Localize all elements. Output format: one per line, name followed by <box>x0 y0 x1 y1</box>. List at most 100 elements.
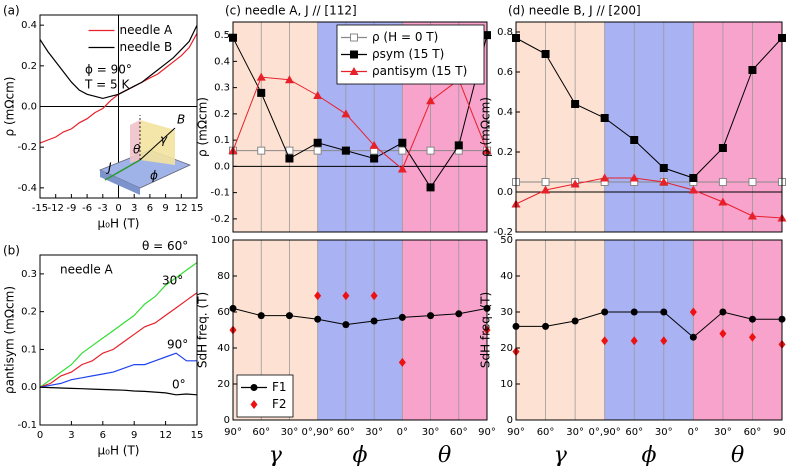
y-tick-label: 40 <box>500 271 513 282</box>
legend-label: F1 <box>272 380 287 394</box>
plot-frame <box>515 21 783 233</box>
y-tick-label: 0.0 <box>214 161 230 172</box>
marker <box>370 291 378 301</box>
x-tick-label: 9 <box>162 203 168 214</box>
y-tick-label: 0.2 <box>21 307 37 318</box>
series-line <box>39 292 198 388</box>
y-tick-label: 0.5 <box>214 30 230 41</box>
legend-label: needle B <box>120 40 173 54</box>
marker <box>600 173 610 182</box>
annotation: T = 5 K <box>84 78 130 92</box>
inset-diagram <box>98 115 192 195</box>
marker <box>314 315 322 323</box>
series-line <box>39 24 198 100</box>
marker <box>341 146 350 155</box>
inset-label: B <box>177 113 185 127</box>
series-label: θ = 60° <box>142 239 188 253</box>
panel-label: (b) <box>3 244 20 258</box>
series-line <box>39 262 198 388</box>
y-tick-label: -0.4 <box>17 183 37 194</box>
x-tick-label: 6 <box>100 430 106 441</box>
y-tick-label: -0.1 <box>210 188 230 199</box>
marker <box>689 333 697 341</box>
marker <box>285 312 293 320</box>
marker <box>341 109 351 118</box>
x-tick-label: -3 <box>98 203 108 214</box>
marker <box>426 183 435 192</box>
region-label: θ <box>731 443 744 466</box>
y-tick-label: 0 <box>507 415 513 426</box>
marker <box>719 329 727 339</box>
marker <box>313 138 322 147</box>
x-tick-label: 15 <box>191 430 204 441</box>
y-tick-label: -0.2 <box>493 227 513 238</box>
y-axis-label: ρ (mΩcm) <box>196 97 210 157</box>
x-tick-label: 90° <box>478 427 496 438</box>
marker <box>748 315 756 323</box>
marker <box>342 321 350 329</box>
marker <box>718 197 728 206</box>
marker <box>257 146 266 155</box>
x-tick-label: 60° <box>450 427 468 438</box>
y-tick-label: 0.6 <box>497 67 513 78</box>
region-label: γ <box>269 443 283 466</box>
series-line <box>232 34 488 189</box>
x-tick-label: 6 <box>147 203 153 214</box>
marker <box>427 312 435 320</box>
x-tick-label: 15 <box>191 203 204 214</box>
marker <box>454 141 463 150</box>
marker <box>369 140 379 149</box>
x-axis-label: μ₀H (T) <box>98 217 140 231</box>
marker <box>314 291 322 301</box>
x-tick-label: 60° <box>337 427 355 438</box>
marker <box>601 336 609 346</box>
y-tick-label: 0.0 <box>21 382 37 393</box>
y-tick-label: 0.4 <box>497 107 513 118</box>
y-tick-label: 40 <box>217 343 230 354</box>
y-tick-label: 20 <box>500 343 513 354</box>
x-tick-label: 0°,90° <box>302 427 334 438</box>
series-line <box>39 386 198 396</box>
plot-frame <box>515 239 783 421</box>
field-plane <box>140 120 175 165</box>
marker <box>601 308 609 316</box>
x-tick-label: 0 <box>37 430 43 441</box>
x-tick-label: 60° <box>625 427 643 438</box>
marker <box>349 67 359 75</box>
x-axis-label: μ₀H (T) <box>98 444 140 458</box>
region-label: θ <box>438 443 451 466</box>
plot-frame <box>232 21 488 233</box>
inset-label: θ <box>133 143 141 157</box>
marker <box>350 50 358 59</box>
marker <box>748 66 757 74</box>
y-tick-label: 80 <box>217 271 230 282</box>
plot-frame <box>39 254 198 426</box>
legend-label: ρ (H = 0 T) <box>372 30 438 44</box>
marker <box>600 114 609 122</box>
region-band <box>516 240 605 420</box>
x-tick-label: 60° <box>252 427 270 438</box>
slab-side <box>100 170 140 195</box>
y-tick-label: 0.1 <box>21 344 37 355</box>
x-tick-label: 60° <box>744 427 762 438</box>
marker <box>629 173 639 182</box>
marker <box>370 317 378 325</box>
marker <box>689 174 698 182</box>
angle-plane <box>130 120 140 163</box>
legend-label: ρsym (15 T) <box>372 47 444 61</box>
panel-label: (a) <box>3 4 20 18</box>
region-band <box>317 240 403 420</box>
marker <box>342 291 350 301</box>
x-tick-label: 30° <box>281 427 299 438</box>
series-line <box>232 76 488 170</box>
region-band <box>402 240 487 420</box>
series-label: 90° <box>167 337 188 351</box>
series-line <box>515 37 783 179</box>
region-band <box>516 22 605 232</box>
marker <box>285 154 294 163</box>
y-tick-label: 0.4 <box>21 20 37 31</box>
x-tick-label: 90° <box>224 427 242 438</box>
marker <box>659 164 668 172</box>
plot-frame <box>39 14 198 199</box>
